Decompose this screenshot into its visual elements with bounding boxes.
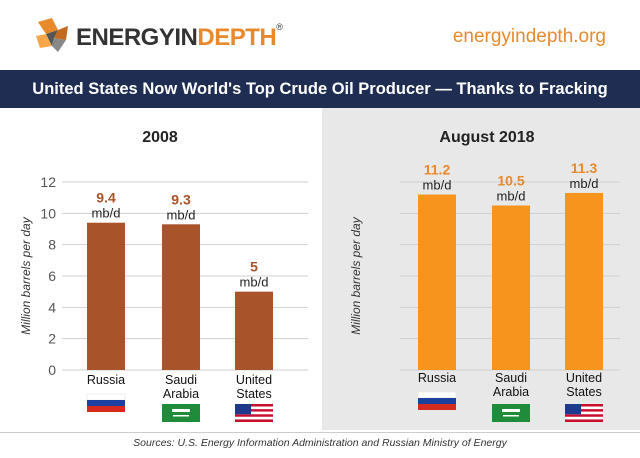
y-axis-label: Million barrels per day — [349, 216, 363, 334]
us-flag-icon — [565, 416, 603, 420]
saudi-flag-icon — [502, 409, 520, 412]
y-tick-label: 2 — [48, 331, 56, 347]
data-label-unit: mb/d — [167, 207, 196, 222]
saudi-flag-icon — [492, 404, 530, 422]
us-flag-icon — [565, 419, 603, 422]
brand-logo-text: ENERGYINDEPTH® — [76, 22, 283, 52]
logo-text-part2: DEPTH — [197, 24, 277, 51]
russia-flag-icon — [87, 400, 125, 406]
energy-in-depth-logo-icon — [36, 18, 68, 52]
category-label: Arabia — [163, 387, 199, 401]
y-tick-label: 0 — [48, 362, 56, 378]
saudi-flag-icon — [172, 409, 190, 412]
category-label: Russia — [418, 371, 456, 385]
y-tick-label: 12 — [40, 174, 56, 190]
y-tick-label: 6 — [48, 268, 56, 284]
saudi-flag-icon — [162, 404, 200, 422]
saudi-flag-icon — [173, 415, 189, 417]
russia-flag-icon — [417, 391, 457, 399]
data-label-unit: mb/d — [92, 206, 121, 221]
y-tick-label: 10 — [40, 205, 56, 221]
us-flag-icon — [235, 411, 273, 415]
bar — [87, 222, 125, 370]
bar — [162, 224, 200, 370]
us-flag-icon — [235, 414, 273, 417]
russia-flag-icon — [87, 406, 125, 412]
data-label-unit: mb/d — [423, 178, 452, 193]
sources-note: Sources: U.S. Energy Information Adminis… — [133, 437, 507, 449]
data-label-value: 9.3 — [171, 191, 191, 207]
bar — [565, 192, 603, 370]
us-flag-icon — [235, 404, 251, 415]
us-flag-icon — [565, 411, 603, 415]
russia-flag-icon — [86, 393, 126, 401]
category-label: United — [236, 373, 272, 387]
russia-flag-icon — [418, 404, 456, 410]
trademark-symbol: ® — [276, 22, 283, 32]
logo-text-part1: ENERGYIN — [76, 24, 198, 51]
y-tick-label: 8 — [48, 237, 56, 253]
category-label: Saudi — [495, 371, 527, 385]
footer-divider — [0, 432, 640, 433]
us-flag-icon — [565, 404, 603, 407]
us-flag-icon — [235, 406, 273, 410]
chart-title: 2008 — [142, 129, 178, 146]
category-label: United — [566, 371, 602, 385]
data-label-value: 5 — [250, 259, 258, 275]
russia-flag-icon — [418, 398, 456, 404]
saudi-flag-icon — [503, 415, 519, 417]
site-url-link[interactable]: energyindepth.org — [452, 26, 606, 47]
data-label-value: 11.3 — [571, 160, 598, 176]
us-flag-icon — [565, 414, 603, 417]
data-label-value: 10.5 — [497, 173, 524, 189]
us-flag-icon — [565, 404, 581, 415]
bar — [235, 291, 273, 370]
data-label-unit: mb/d — [497, 189, 526, 204]
us-flag-icon — [235, 404, 273, 407]
bar — [492, 205, 530, 370]
us-flag-icon — [235, 409, 273, 412]
data-label-unit: mb/d — [240, 275, 269, 290]
y-tick-label: 4 — [48, 299, 56, 315]
header: ENERGYINDEPTH® energyindepth.org — [0, 0, 640, 68]
category-label: Russia — [87, 373, 125, 387]
category-label: Arabia — [493, 385, 529, 399]
data-label-unit: mb/d — [570, 176, 599, 191]
category-label: States — [236, 387, 271, 401]
us-flag-icon — [565, 409, 603, 412]
us-flag-icon — [235, 419, 273, 422]
category-label: States — [566, 385, 601, 399]
data-label-value: 11.2 — [424, 162, 451, 178]
us-flag-icon — [235, 416, 273, 420]
chart-title: August 2018 — [439, 129, 534, 146]
us-flag-icon — [565, 406, 603, 410]
data-label-value: 9.4 — [96, 190, 116, 206]
category-label: Saudi — [165, 373, 197, 387]
banner-title: United States Now World's Top Crude Oil … — [0, 70, 640, 108]
y-axis-label: Million barrels per day — [19, 216, 33, 334]
bar — [418, 194, 456, 370]
